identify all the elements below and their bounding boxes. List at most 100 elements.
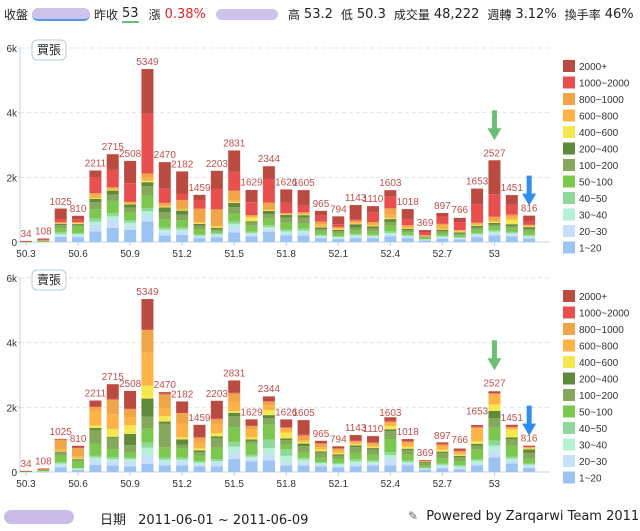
- sell-bar-segment: [262, 448, 275, 454]
- buy-legend-item[interactable]: 200~400: [563, 142, 619, 156]
- buy-bar-segment: [401, 219, 414, 226]
- sell-legend-item[interactable]: 50~100: [563, 405, 613, 419]
- buy-bar-segment: [176, 208, 189, 210]
- sell-bar-segment: [106, 461, 119, 466]
- sell-bar-segment: [72, 470, 85, 472]
- buy-bar-segment: [505, 219, 518, 225]
- buy-bar-segment: [453, 231, 466, 233]
- buy-legend-item[interactable]: 30~40: [563, 208, 608, 222]
- sell-bar-segment: [401, 454, 414, 461]
- buy-bar-segment: [245, 234, 258, 237]
- sell-legend-item[interactable]: 200~400: [563, 372, 619, 386]
- sell-bar-segment: [332, 454, 345, 456]
- buy-legend-item[interactable]: 100~200: [563, 159, 619, 172]
- sell-bar-segment: [176, 461, 189, 466]
- sell-bar-segment: [471, 426, 484, 428]
- buy-bar-segment: [37, 239, 50, 241]
- sell-bar-segment: [228, 416, 241, 428]
- buy-legend-item[interactable]: 600~800: [563, 109, 619, 123]
- sell-legend-item[interactable]: 2000+: [563, 290, 607, 303]
- sell-bar-segment: [505, 429, 518, 438]
- date-range: 日期 2011-06-01 ~ 2011-06-09: [100, 509, 308, 528]
- sell-bar-segment: [419, 460, 432, 461]
- sell-bar-segment: [367, 454, 379, 461]
- buy-bar-segment: [349, 220, 362, 223]
- buy-bar-segment: [106, 219, 119, 228]
- buy-bar-segment: [228, 223, 241, 227]
- buy-legend-swatch: [563, 225, 575, 237]
- buy-legend-swatch: [563, 241, 575, 254]
- sell-legend-item[interactable]: 30~40: [563, 438, 608, 452]
- buy-bar-segment: [505, 234, 518, 237]
- buy-bar-segment: [72, 222, 85, 223]
- buy-bar-segment: [228, 202, 241, 208]
- buy-legend-item[interactable]: 1~20: [563, 241, 602, 255]
- buy-bar-segment: [210, 231, 223, 233]
- sell-bar-segment: [523, 463, 536, 465]
- sell-bar-segment: [384, 452, 397, 456]
- buy-bar-segment: [367, 231, 379, 235]
- buy-bar-segment: [453, 230, 466, 232]
- buy-bar-segment: [384, 225, 397, 232]
- sell-bar-segment: [141, 329, 154, 331]
- buy-total-label: 2715: [102, 142, 125, 153]
- buy-bar-segment: [141, 182, 154, 187]
- sell-bar-segment: [453, 455, 466, 458]
- sell-bar-segment: [124, 409, 137, 418]
- sell-bar-segment: [505, 437, 518, 440]
- buy-bar-segment: [297, 230, 310, 233]
- buy-bar-segment: [419, 235, 432, 237]
- sell-legend-item[interactable]: 400~600: [563, 356, 619, 369]
- sell-bar-segment: [124, 417, 137, 426]
- sell-bar-segment: [193, 464, 206, 467]
- sell-legend-item[interactable]: 600~800: [563, 339, 619, 353]
- buy-legend-item[interactable]: 2000+: [563, 60, 607, 73]
- buy-bar-segment: [210, 209, 223, 226]
- buy-bar-segment: [297, 214, 310, 216]
- buy-legend-item[interactable]: 1000~2000: [563, 76, 630, 90]
- buy-bar-segment: [158, 219, 171, 228]
- buy-bar-segment: [141, 113, 154, 174]
- buy-legend-swatch: [563, 192, 575, 204]
- buy-bar-segment: [471, 237, 484, 242]
- buy-legend-item[interactable]: 20~30: [563, 225, 608, 238]
- buy-bar-segment: [401, 225, 414, 227]
- buy-bar-segment: [262, 178, 275, 203]
- sell-bar-segment: [488, 404, 501, 411]
- sell-bar-segment: [210, 400, 223, 419]
- sell-legend-item[interactable]: 1~20: [563, 471, 602, 485]
- sell-bar-segment: [141, 463, 154, 472]
- buy-bar-segment: [72, 237, 85, 242]
- sell-legend-item[interactable]: 1000~2000: [563, 306, 630, 320]
- sell-bar-segment: [401, 439, 414, 441]
- buy-bar-segment: [245, 222, 258, 226]
- sell-bar-segment: [471, 460, 484, 464]
- sell-bar-segment: [523, 445, 536, 447]
- sell-bar-segment: [89, 410, 102, 426]
- buy-legend-item[interactable]: 50~100: [563, 175, 613, 189]
- sell-bar-segment: [453, 467, 466, 470]
- sell-legend-item[interactable]: 40~50: [563, 422, 608, 435]
- buy-total-label: 1605: [292, 178, 315, 189]
- sell-bar-segment: [297, 462, 310, 466]
- buy-bar-segment: [72, 223, 85, 224]
- sell-legend-item[interactable]: 800~1000: [563, 323, 624, 336]
- sell-bar-segment: [193, 466, 206, 472]
- sell-legend-item[interactable]: 100~200: [563, 389, 619, 402]
- buy-total-label: 1603: [379, 178, 402, 189]
- sell-legend-label: 600~800: [579, 342, 619, 353]
- sell-bar-segment: [262, 439, 275, 449]
- sell-bar-segment: [37, 468, 50, 470]
- sell-bar-segment: [523, 447, 536, 449]
- sell-bar-segment: [488, 394, 501, 405]
- sell-bar-segment: [471, 445, 484, 450]
- sell-bar-segment: [471, 459, 484, 461]
- buy-legend-item[interactable]: 800~1000: [563, 93, 624, 106]
- buy-legend-item[interactable]: 40~50: [563, 192, 608, 205]
- buy-bar-segment: [314, 231, 327, 235]
- sell-legend-swatch: [563, 405, 575, 418]
- buy-legend-item[interactable]: 400~600: [563, 126, 619, 139]
- sell-legend-item[interactable]: 20~30: [563, 455, 608, 468]
- buy-bar-segment: [193, 238, 206, 242]
- sell-bar-segment: [523, 448, 536, 450]
